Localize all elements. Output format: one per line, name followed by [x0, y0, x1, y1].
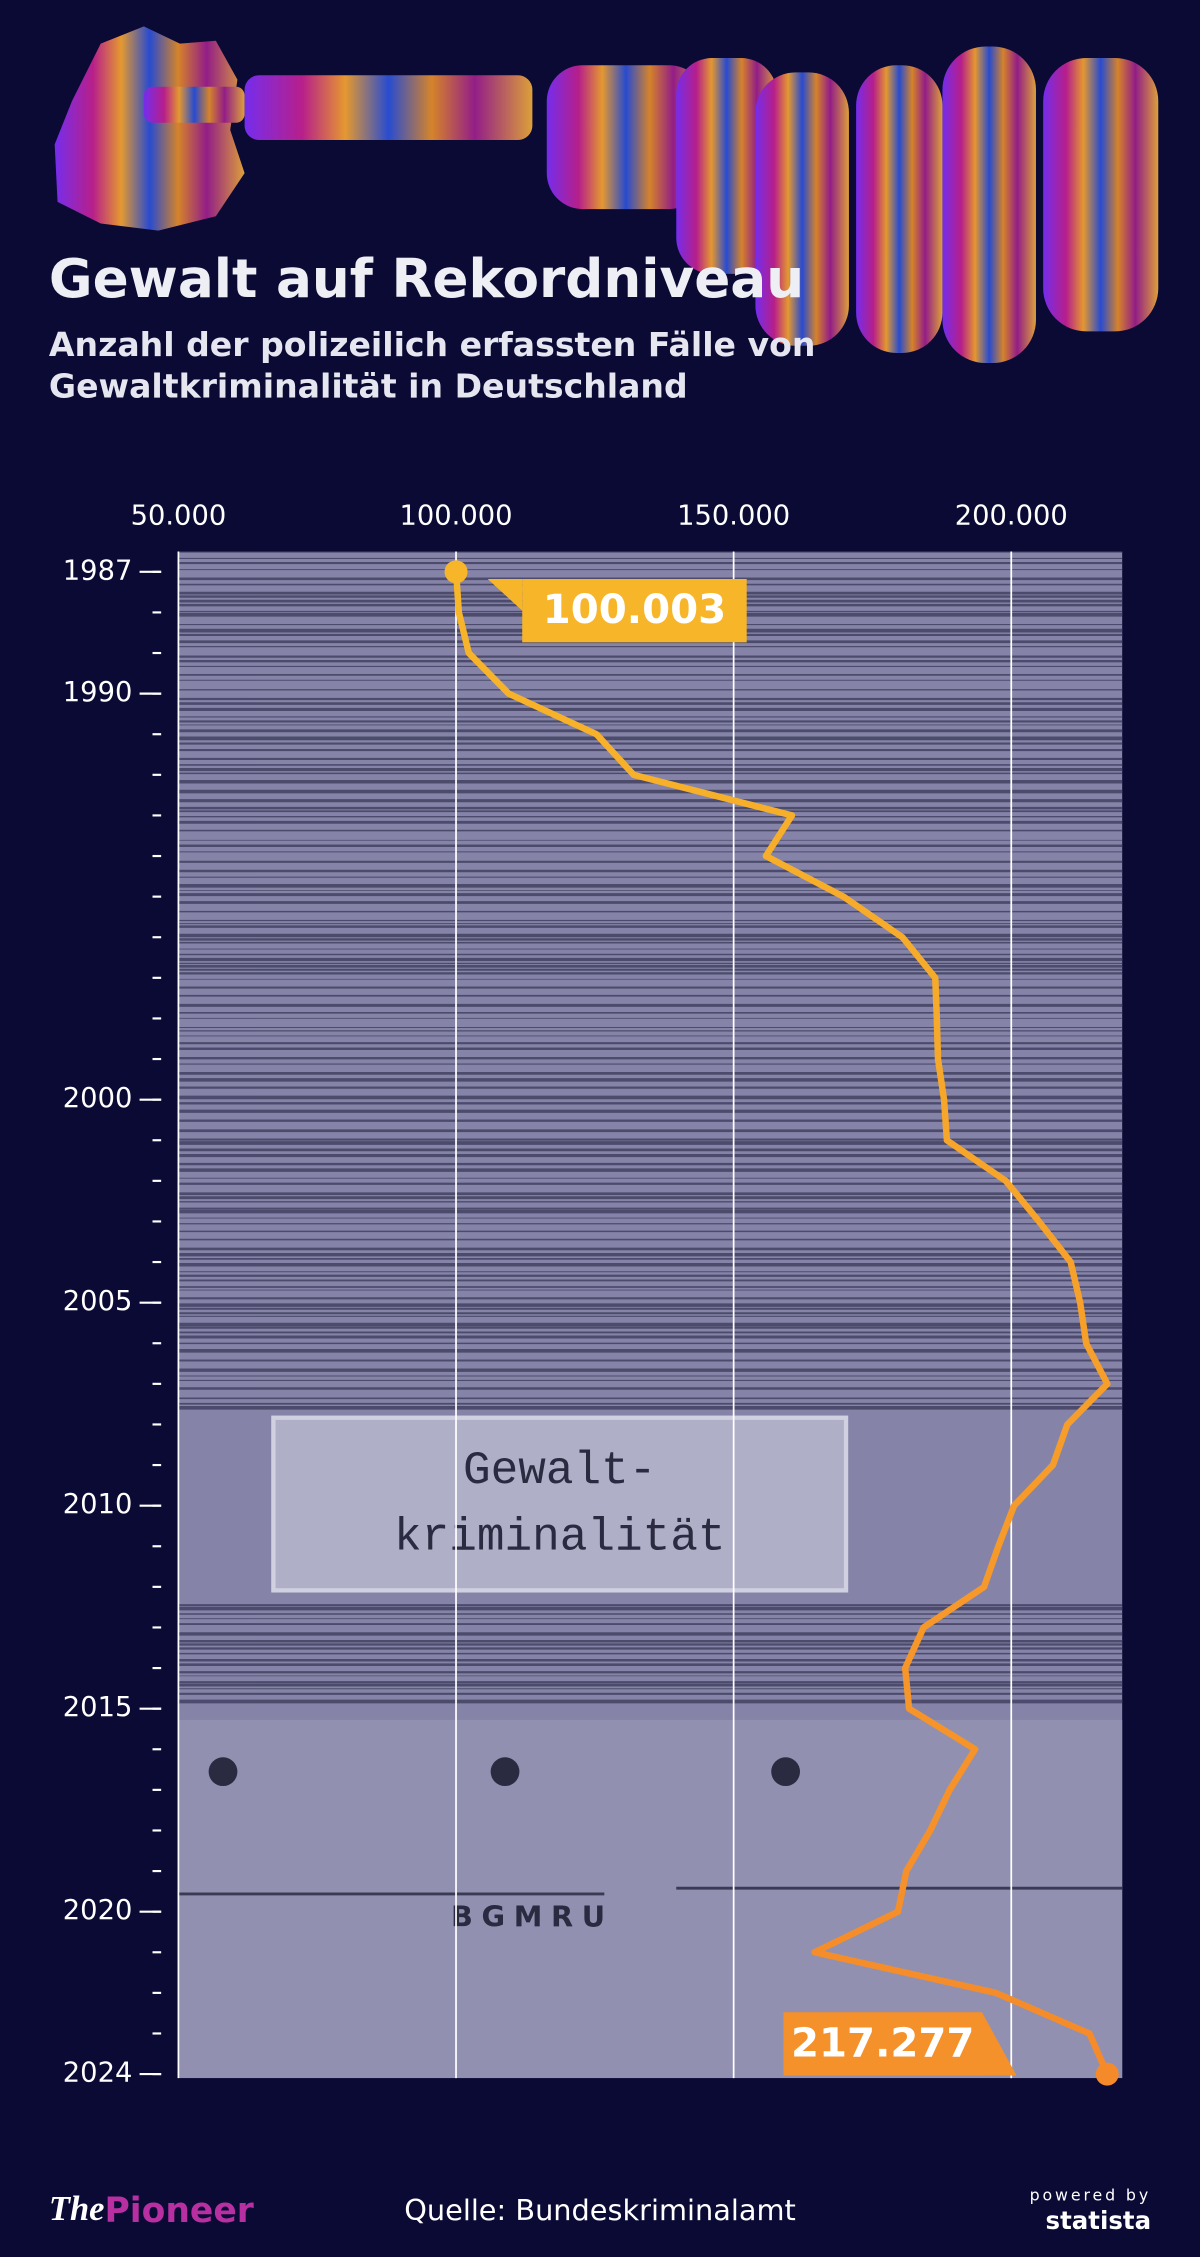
y-tick-label: 2020	[63, 1895, 133, 1926]
data-point	[444, 560, 468, 584]
y-tick-label: 2010	[63, 1489, 133, 1520]
chart-title: Gewalt auf Rekordniveau	[49, 248, 804, 310]
logo-part: Pioneer	[105, 2190, 254, 2230]
data-line	[452, 571, 1111, 2076]
plot-background	[178, 551, 1123, 2079]
label-box	[522, 579, 747, 643]
branding: statista	[1046, 2206, 1152, 2235]
label-box	[783, 2012, 983, 2076]
data-label: 100.003	[543, 587, 726, 633]
subtitle-box: Anzahl der polizeilich erfassten Fälle v…	[48, 327, 816, 407]
header-illustration	[54, 26, 1159, 364]
x-tick-label: 200.000	[955, 500, 1068, 531]
branding: powered by	[1030, 2186, 1152, 2205]
folder-label: Gewalt-	[463, 1445, 656, 1497]
source: Quelle: Bundeskriminalamt	[404, 2193, 796, 2227]
x-tick-label: 150.000	[677, 500, 790, 531]
y-tick-label: 2005	[63, 1286, 133, 1317]
data-point	[1095, 2062, 1119, 2086]
y-tick-label: 1990	[63, 677, 133, 708]
y-tick-label: 1987	[63, 555, 133, 586]
y-tick-label: 2000	[63, 1083, 133, 1114]
folder-label: kriminalität	[394, 1511, 725, 1563]
data-label: 217.277	[791, 2020, 974, 2066]
x-tick-label: 50.000	[131, 500, 227, 531]
logo-part: The	[49, 2190, 105, 2228]
y-tick-label: 2015	[63, 1692, 133, 1723]
label-pointer	[982, 2012, 1017, 2076]
chart-subtitle: Anzahl der polizeilich erfassten Fälle v…	[48, 327, 816, 407]
x-tick-label: 100.000	[400, 500, 513, 531]
logo: ThePioneer	[49, 2190, 254, 2231]
folder-print: BGMRU	[451, 1899, 614, 1933]
y-tick-label: 2024	[63, 2058, 133, 2089]
